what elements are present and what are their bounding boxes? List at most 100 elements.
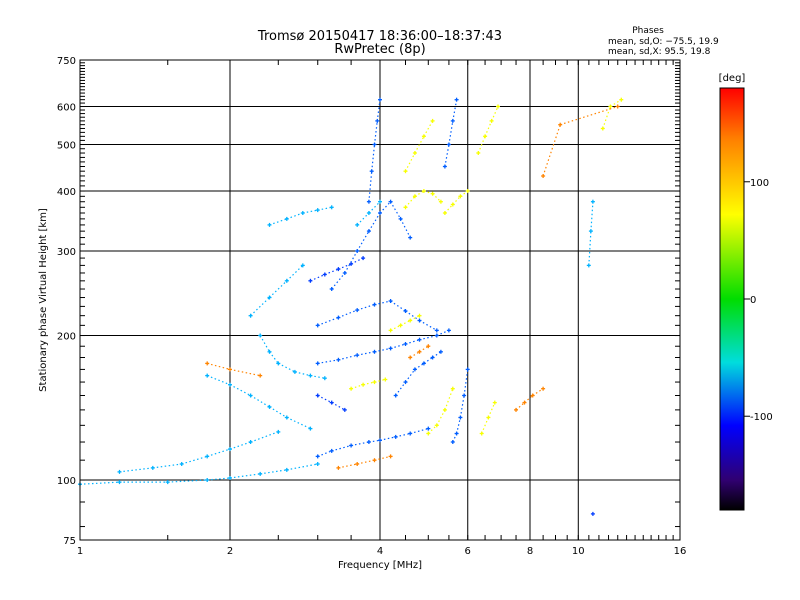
trace-segment [317,450,332,457]
x-tick-label: 6 [465,546,471,557]
trace-segment [152,463,182,469]
trace-segment [229,441,251,450]
colorbar [719,87,745,511]
colorbar-label: [deg] [719,73,746,84]
y-tick-label: 300 [57,247,76,258]
trace-segment [331,402,346,411]
trace-segment [460,190,469,197]
data-point [541,386,546,391]
trace-segment [374,455,391,461]
trace-segment [515,402,525,411]
data-point [248,393,253,398]
trace-segment [379,436,396,441]
trace-segment [481,417,489,434]
trace-segment [395,432,411,438]
data-point [438,349,443,354]
trace-segment [427,424,438,434]
trace-segment [268,351,279,364]
data-point [403,169,408,174]
trace-segment [432,351,442,358]
trace-segment [286,212,304,220]
trace-segment [317,359,339,364]
trace-segment [278,362,296,373]
data-point [426,344,431,349]
trace-segment [491,106,499,122]
colorbar-ticks: 100 0 -100 [744,178,773,423]
trace-segment [294,371,311,377]
data-point [421,361,426,366]
trace-segment [409,315,420,321]
trace-segment [588,231,592,266]
trace-segment [181,455,208,465]
data-point [619,97,624,102]
data-point [417,313,422,318]
trace-segment [456,417,461,434]
colorbar-tick-label: 0 [750,295,756,306]
trace-segment [400,319,411,326]
data-point [383,377,388,382]
trace-segment [423,357,433,364]
trace-segment [368,171,373,202]
trace-segment [317,317,339,326]
data-point [450,386,455,391]
trace-segment [356,212,370,226]
axis-ticks: 1 2 4 6 8 10 16 75 100 200 300 400 500 600 750 [57,56,686,557]
trace-segment [484,120,493,137]
trace-segment [269,218,287,226]
data-point [361,256,366,261]
trace-segment [414,136,425,154]
x-tick-label: 8 [527,546,533,557]
trace-segment [371,144,376,172]
trace-segment [459,395,465,418]
trace-segment [444,388,454,411]
trace-segment [444,204,454,214]
x-tick-label: 10 [572,546,585,557]
trace-segment [373,120,378,145]
trace-segment [229,384,251,397]
data-point [378,199,382,204]
data-point [342,407,347,412]
y-tick-label: 100 [57,476,76,487]
data-point [442,211,447,215]
data-point [514,407,518,412]
trace-segment [414,190,425,197]
trace-segment [269,406,288,418]
y-tick-label: 600 [57,103,76,114]
data-point [408,235,413,240]
trace-segment [357,304,375,311]
trace-segment [374,347,391,353]
info-line-x: mean, sd,X: 95.5, 19.8 [608,47,711,57]
data-point [450,202,455,207]
trace-segment [338,309,358,319]
trace-segment [317,206,332,211]
data-point [308,426,313,431]
data-point [322,376,327,381]
info-heading: Phases [632,26,664,36]
trace-segment [532,388,544,397]
y-tick-label: 200 [57,332,76,343]
trace-segment [436,409,446,426]
data-point [258,333,263,338]
trace-segment [419,334,437,341]
trace-segment [374,300,391,306]
trace-segment [390,201,402,220]
data-points [78,97,624,516]
trace-segment [405,369,416,383]
data-point [388,199,393,204]
y-tick-label: 500 [57,141,76,152]
trace-segment [432,193,442,203]
trace-segment [338,354,358,361]
colorbar-tick-label: 100 [750,178,769,189]
trace-segment [477,136,486,154]
data-point [408,318,413,323]
x-axis-label: Frequency [MHz] [338,560,422,571]
data-point [454,97,459,102]
trace-segment [405,339,420,345]
trace-segment [436,329,450,337]
chart-subtitle: RwPretec (8p) [334,42,425,57]
trace-segment [286,264,304,282]
trace-segment [390,324,401,331]
trace-segment [395,381,406,396]
trace-segment [331,444,352,452]
trace-segment [286,416,311,430]
